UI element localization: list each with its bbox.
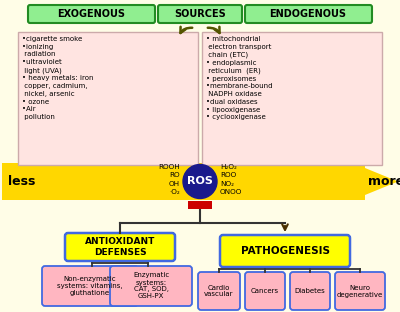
FancyBboxPatch shape (110, 266, 192, 306)
FancyBboxPatch shape (65, 233, 175, 261)
Text: ENDOGENOUS: ENDOGENOUS (270, 9, 346, 19)
FancyBboxPatch shape (245, 5, 372, 23)
Circle shape (183, 164, 217, 198)
Text: EXOGENOUS: EXOGENOUS (57, 9, 125, 19)
Text: less: less (8, 175, 35, 188)
Bar (188, 201, 212, 209)
FancyBboxPatch shape (42, 266, 138, 306)
Text: ROOH
RO
OH
·O₂: ROOH RO OH ·O₂ (158, 164, 180, 195)
Text: Cardio
vascular: Cardio vascular (204, 285, 234, 298)
FancyBboxPatch shape (198, 272, 240, 310)
Text: PATHOGENESIS: PATHOGENESIS (240, 246, 330, 256)
Text: Enzymatic
systems:
CAT, SOD,
GSH-PX: Enzymatic systems: CAT, SOD, GSH-PX (133, 272, 169, 300)
Text: ANTIOXIDANT
DEFENSES: ANTIOXIDANT DEFENSES (85, 237, 155, 257)
Text: H₂O₂
ROO
NO₂
ONOO: H₂O₂ ROO NO₂ ONOO (220, 164, 242, 195)
Polygon shape (2, 163, 398, 200)
Text: ROS: ROS (187, 177, 213, 187)
Bar (18, 32, 198, 165)
FancyBboxPatch shape (245, 272, 285, 310)
FancyBboxPatch shape (220, 235, 350, 267)
FancyBboxPatch shape (158, 5, 242, 23)
Text: • mitochondrial
 electron transport
 chain (ETC)
• endoplasmic
 reticulum  (ER)
: • mitochondrial electron transport chain… (206, 36, 272, 120)
FancyBboxPatch shape (335, 272, 385, 310)
Text: Cancers: Cancers (251, 288, 279, 294)
Text: SOURCES: SOURCES (174, 9, 226, 19)
Bar (202, 32, 382, 165)
Text: Neuro
degenerative: Neuro degenerative (337, 285, 383, 298)
Text: Diabetes: Diabetes (295, 288, 325, 294)
FancyBboxPatch shape (28, 5, 155, 23)
Text: Non-enzymatic
systems: vitamins,
gluthatione: Non-enzymatic systems: vitamins, gluthat… (57, 276, 123, 296)
FancyBboxPatch shape (290, 272, 330, 310)
Text: •cigarette smoke
•ionizing
 radiation
•ultraviolet
 light (UVA)
• heavy metals: : •cigarette smoke •ionizing radiation •ul… (22, 36, 94, 120)
Text: more: more (368, 175, 400, 188)
